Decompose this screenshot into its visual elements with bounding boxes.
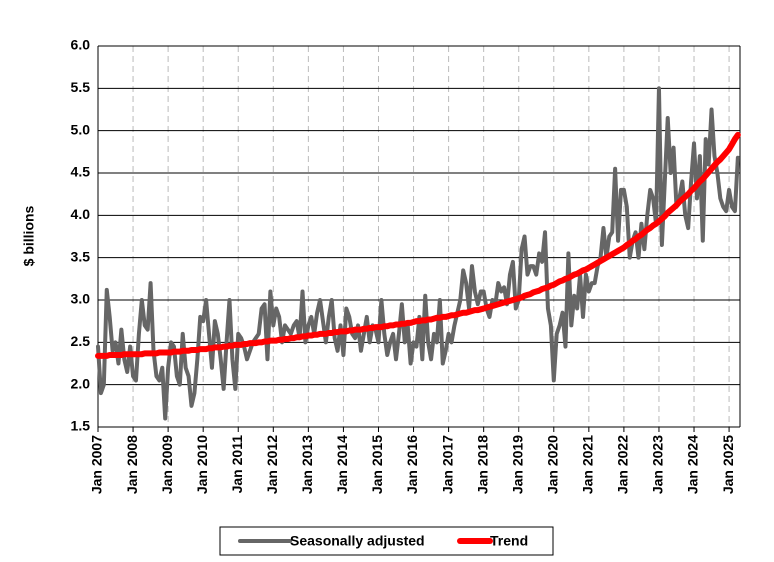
y-tick-label: 3.5 [71,248,91,264]
y-tick-label: 6.0 [71,37,91,53]
x-tick-label: Jan 2025 [720,435,736,494]
y-tick-label: 5.0 [71,121,91,137]
x-tick-label: Jan 2008 [124,435,140,494]
x-tick-label: Jan 2009 [159,435,175,494]
x-tick-label: Jan 2020 [544,435,560,494]
y-tick-label: 3.0 [71,291,91,307]
x-tick-label: Jan 2022 [615,435,631,494]
x-tick-label: Jan 2023 [650,435,666,494]
x-tick-label: Jan 2021 [580,435,596,494]
x-tick-label: Jan 2024 [685,435,701,494]
x-tick-label: Jan 2019 [509,435,525,494]
x-tick-label: Jan 2014 [334,435,350,494]
y-tick-label: 4.0 [71,206,91,222]
x-tick-label: Jan 2011 [229,435,245,494]
x-tick-label: Jan 2007 [89,435,105,494]
x-tick-label: Jan 2010 [194,435,210,494]
legend-label: Seasonally adjusted [290,533,425,549]
y-tick-label: 5.5 [71,79,91,95]
y-axis-label: $ billions [21,205,37,266]
x-tick-label: Jan 2018 [474,435,490,494]
legend-label: Trend [490,533,528,549]
series-line [95,131,741,359]
y-tick-label: 2.5 [71,333,91,349]
y-tick-label: 2.0 [71,375,91,391]
x-tick-label: Jan 2015 [369,435,385,494]
y-tick-label: 1.5 [71,418,91,434]
y-tick-label: 4.5 [71,164,91,180]
x-tick-label: Jan 2016 [404,435,420,494]
x-tick-label: Jan 2017 [439,435,455,494]
x-tick-label: Jan 2013 [299,435,315,494]
series-line [96,86,740,421]
x-tick-label: Jan 2012 [264,435,280,494]
